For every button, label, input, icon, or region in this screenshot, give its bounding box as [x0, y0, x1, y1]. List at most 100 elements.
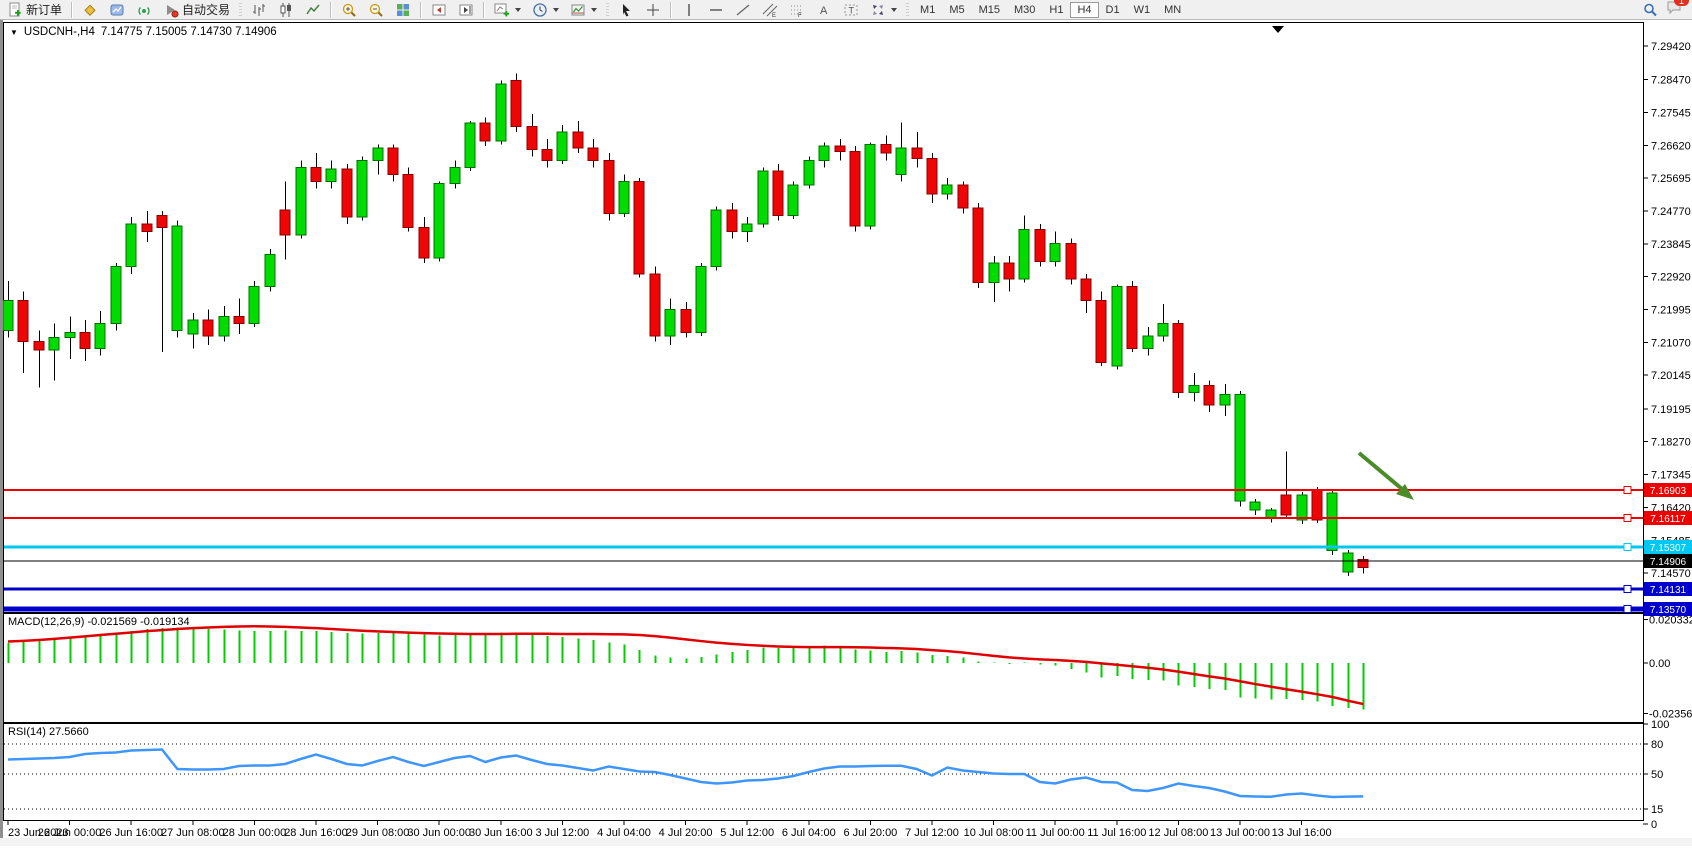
- price-axis-label: 7.28470: [1651, 75, 1691, 87]
- text-tool-icon[interactable]: A: [811, 1, 837, 19]
- chart-shift-marker[interactable]: [1272, 26, 1284, 33]
- candle: [17, 291, 29, 374]
- add-indicator-button[interactable]: [489, 0, 526, 20]
- candle: [341, 163, 353, 225]
- trendline-tool-icon[interactable]: [730, 1, 756, 19]
- rsi-axis-label: 80: [1651, 739, 1663, 751]
- candle: [664, 298, 676, 345]
- time-axis-label: 13 Jul 00:00: [1210, 827, 1270, 839]
- timeframe-D1[interactable]: D1: [1105, 3, 1120, 16]
- candle: [1326, 490, 1338, 555]
- annotation-arrow[interactable]: [1357, 451, 1404, 491]
- time-axis-label: 6 Jul 20:00: [843, 827, 897, 839]
- macd-indicator-label: MACD(12,26,9) -0.021569 -0.019134: [8, 616, 190, 628]
- level-handle[interactable]: [1623, 543, 1632, 551]
- market-watch-icon[interactable]: [77, 1, 103, 19]
- toolbar-grip: [239, 2, 243, 17]
- candle: [141, 211, 153, 242]
- timeframe-M15[interactable]: M15: [978, 3, 1000, 16]
- candle: [926, 153, 938, 203]
- candle: [633, 178, 645, 278]
- periods-button[interactable]: [527, 0, 564, 20]
- price-badge: [1644, 582, 1692, 596]
- chart-quote-label: 7.14775 7.15005 7.14730 7.14906: [100, 26, 277, 38]
- autotrading-button[interactable]: 自动交易: [158, 0, 235, 20]
- signals-icon[interactable]: [131, 1, 157, 19]
- timeframe-M30[interactable]: M30: [1014, 3, 1036, 16]
- annotation-arrow-head[interactable]: [1396, 484, 1414, 500]
- candle: [64, 316, 76, 360]
- collapse-triangle-icon[interactable]: ▼: [10, 27, 18, 37]
- auto-scroll-icon[interactable]: [453, 1, 479, 19]
- bar-chart-icon[interactable]: [246, 1, 272, 19]
- candle: [603, 153, 615, 221]
- time-axis-label: 26 Jun 16:00: [99, 827, 163, 839]
- data-window-icon[interactable]: [104, 1, 130, 19]
- arrows-tool-button[interactable]: [865, 0, 902, 20]
- candle: [988, 256, 1000, 303]
- price-badge: [1644, 602, 1692, 616]
- level-handle[interactable]: [1623, 486, 1632, 494]
- search-icon[interactable]: [1642, 2, 1658, 18]
- tile-windows-icon[interactable]: [390, 1, 416, 19]
- candle: [94, 311, 106, 356]
- timeframe-MN[interactable]: MN: [1164, 3, 1182, 16]
- window-left-edge: [0, 20, 3, 846]
- candle: [233, 298, 245, 335]
- timeframe-H4[interactable]: H4: [1070, 1, 1099, 18]
- time-axis-label: 5 Jul 12:00: [720, 827, 774, 839]
- candle: [110, 263, 122, 331]
- separator: [71, 1, 74, 18]
- candle: [264, 248, 276, 292]
- candle: [587, 138, 599, 168]
- time-axis-label: 27 Jun 08:00: [161, 827, 225, 839]
- price-badge-label: 7.14131: [1650, 585, 1687, 596]
- crosshair-icon[interactable]: [640, 1, 666, 19]
- timeframe-W1[interactable]: W1: [1133, 3, 1151, 16]
- candle: [895, 122, 907, 182]
- candle: [1265, 508, 1277, 523]
- time-axis-label: 11 Jul 16:00: [1087, 827, 1146, 839]
- cursor-icon[interactable]: [613, 1, 639, 19]
- level-handle[interactable]: [1623, 514, 1632, 522]
- price-badge-label: 7.16117: [1650, 514, 1686, 525]
- timeframe-H1[interactable]: H1: [1049, 3, 1064, 16]
- level-handle[interactable]: [1623, 585, 1632, 593]
- candle: [464, 121, 476, 171]
- candle: [310, 153, 322, 189]
- chart-shift-icon[interactable]: [426, 1, 452, 19]
- separator: [420, 1, 423, 18]
- candlestick-chart-icon[interactable]: [273, 1, 299, 19]
- candle: [156, 211, 168, 352]
- macd-axis-label: 0.00: [1649, 658, 1670, 670]
- price-axis-label: 7.23845: [1651, 239, 1691, 251]
- templates-button[interactable]: [565, 0, 602, 20]
- candle: [33, 330, 45, 388]
- add-indicator-icon: [494, 2, 510, 18]
- timeframe-M5[interactable]: M5: [949, 3, 965, 16]
- timeframe-group: M1 M5 M15 M30 H1 H4 D1 W1 MN: [913, 1, 1188, 18]
- timeframe-M1[interactable]: M1: [920, 3, 936, 16]
- notifications-button[interactable]: 1: [1666, 0, 1689, 20]
- price-axis-label: 7.21070: [1651, 337, 1691, 349]
- candle: [941, 178, 953, 200]
- horizontal-line-tool-icon[interactable]: [703, 1, 729, 19]
- candle: [1357, 555, 1369, 574]
- candle: [372, 144, 384, 175]
- equidistant-channel-tool-icon[interactable]: E: [757, 1, 783, 19]
- zoom-in-icon[interactable]: [336, 1, 362, 19]
- autotrading-label: 自动交易: [182, 3, 231, 17]
- text-label-tool-icon[interactable]: T: [838, 1, 864, 19]
- candle: [1049, 231, 1061, 267]
- price-axis-label: 7.17345: [1651, 470, 1691, 482]
- candle: [818, 142, 830, 168]
- vertical-line-tool-icon[interactable]: [676, 1, 702, 19]
- panel-border: [3, 723, 1644, 821]
- candle: [510, 73, 522, 132]
- candle: [1234, 390, 1246, 507]
- level-handle[interactable]: [1623, 605, 1632, 613]
- fibonacci-tool-icon[interactable]: F: [784, 1, 810, 19]
- new-order-button[interactable]: 新订单: [2, 0, 67, 20]
- zoom-out-icon[interactable]: [363, 1, 389, 19]
- line-chart-icon[interactable]: [300, 1, 326, 19]
